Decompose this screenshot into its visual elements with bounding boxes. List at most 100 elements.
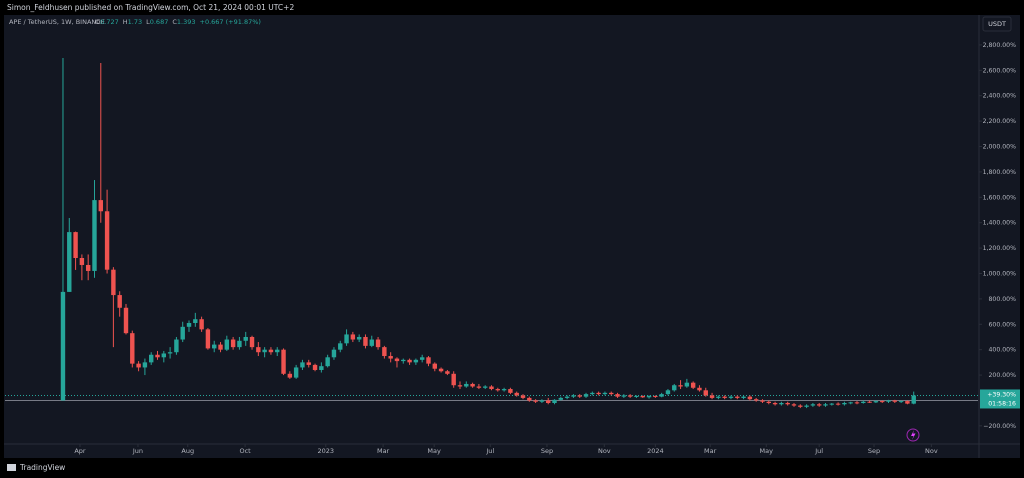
candle-body <box>482 386 488 388</box>
candle-body <box>363 336 368 346</box>
currency-button[interactable] <box>982 16 1012 32</box>
candle-body <box>249 336 255 348</box>
candle-body <box>539 400 545 402</box>
candle-body <box>382 347 387 357</box>
candle-body <box>722 396 727 398</box>
candle-body <box>741 396 746 398</box>
x-tick-label: Jun <box>132 447 143 455</box>
candle-body <box>766 401 771 404</box>
event-icon[interactable] <box>911 430 916 440</box>
candle-body <box>419 357 425 360</box>
candle-body <box>848 402 853 404</box>
candle-body <box>312 364 318 370</box>
y-tick-label: 1,800.00% <box>983 169 1017 176</box>
candle-body <box>816 404 822 406</box>
y-tick-label: 2,800.00% <box>983 42 1017 49</box>
price-tag <box>980 389 1020 409</box>
candle-body <box>186 323 192 327</box>
candle-body <box>111 269 116 296</box>
candle-body <box>779 403 784 405</box>
candle-body <box>338 343 343 350</box>
candle-body <box>161 353 167 358</box>
candle-body <box>325 357 330 367</box>
candle-body <box>583 394 589 397</box>
y-tick-label: 400.00% <box>988 347 1016 354</box>
candle-body <box>142 362 148 368</box>
candle-body <box>697 387 702 391</box>
event-icon[interactable] <box>906 428 920 442</box>
candle-body <box>205 329 211 349</box>
candle-body <box>665 390 671 395</box>
candle-body <box>426 357 431 364</box>
currency[interactable]: USDT <box>988 20 1006 28</box>
candle-body <box>356 336 362 340</box>
legend-change: +0.667 (+91.87%) <box>200 18 261 26</box>
candle-body <box>375 339 381 348</box>
candle-body <box>508 389 513 393</box>
candle-body <box>237 340 242 348</box>
x-tick-label: Jul <box>485 447 494 455</box>
y-tick-label: 200.00% <box>988 372 1016 379</box>
candle-body <box>634 396 639 398</box>
legend-key: O <box>95 18 100 26</box>
candle-body <box>464 383 469 387</box>
candle-body <box>319 366 324 370</box>
x-tick-label: Nov <box>598 447 611 455</box>
brand-logo <box>7 464 16 471</box>
candle-body <box>73 232 78 258</box>
candle-body <box>577 395 582 397</box>
y-tick-label: 800.00% <box>988 296 1016 303</box>
candle-body <box>716 396 721 398</box>
candle-body <box>804 405 809 407</box>
candle-body <box>130 333 135 364</box>
candle-body <box>331 349 337 358</box>
y-tick-label: 2,200.00% <box>983 118 1017 125</box>
candle-body <box>527 397 532 401</box>
candle-body <box>684 382 690 387</box>
candle-body <box>835 403 841 405</box>
x-tick-label: Nov <box>925 447 938 455</box>
candle-body <box>747 396 753 400</box>
candle-body <box>243 336 248 341</box>
candle-body <box>898 401 904 403</box>
candle-body <box>275 349 280 353</box>
candle-body <box>432 363 437 369</box>
candle-body <box>552 399 557 404</box>
candle-body <box>79 257 85 265</box>
candle-body <box>218 344 223 350</box>
candle-body <box>300 362 305 368</box>
candle-body <box>98 200 103 212</box>
candle-body <box>892 400 898 402</box>
candle-body <box>867 401 872 403</box>
candle-body <box>230 339 236 348</box>
candle-body <box>457 385 463 387</box>
y-tick-label: 1,600.00% <box>983 194 1017 201</box>
candle-body <box>476 386 482 388</box>
candle-body <box>136 363 141 368</box>
candle-body <box>148 354 154 363</box>
candle-body <box>735 396 740 398</box>
candle-body <box>703 390 708 396</box>
y-tick-label: 1,200.00% <box>983 245 1017 252</box>
candle-body <box>193 319 198 324</box>
y-tick-label: 600.00% <box>988 321 1016 328</box>
candle-body <box>514 392 519 396</box>
legend-value: 1.393 <box>177 18 196 26</box>
candle-body <box>798 405 803 407</box>
candle-body <box>350 334 356 340</box>
candle-body <box>905 401 910 404</box>
ohlc-legend: O0.727 H1.73 L0.687 C1.393 +0.667 (+91.87%) <box>95 18 261 26</box>
candle-body <box>728 396 734 398</box>
candle-body <box>627 395 633 397</box>
candle-body <box>615 394 620 397</box>
candle-body <box>873 401 879 403</box>
y-tick-label: 2,600.00% <box>983 67 1017 74</box>
candle-body <box>401 359 406 362</box>
candle-body <box>520 395 526 398</box>
candle-body <box>224 339 230 350</box>
publisher-line: Simon_Feldhusen published on TradingView… <box>7 3 294 12</box>
x-tick-label: 2023 <box>317 447 334 455</box>
candle-body <box>155 354 160 358</box>
countdown: 01:58:16 <box>988 400 1016 407</box>
